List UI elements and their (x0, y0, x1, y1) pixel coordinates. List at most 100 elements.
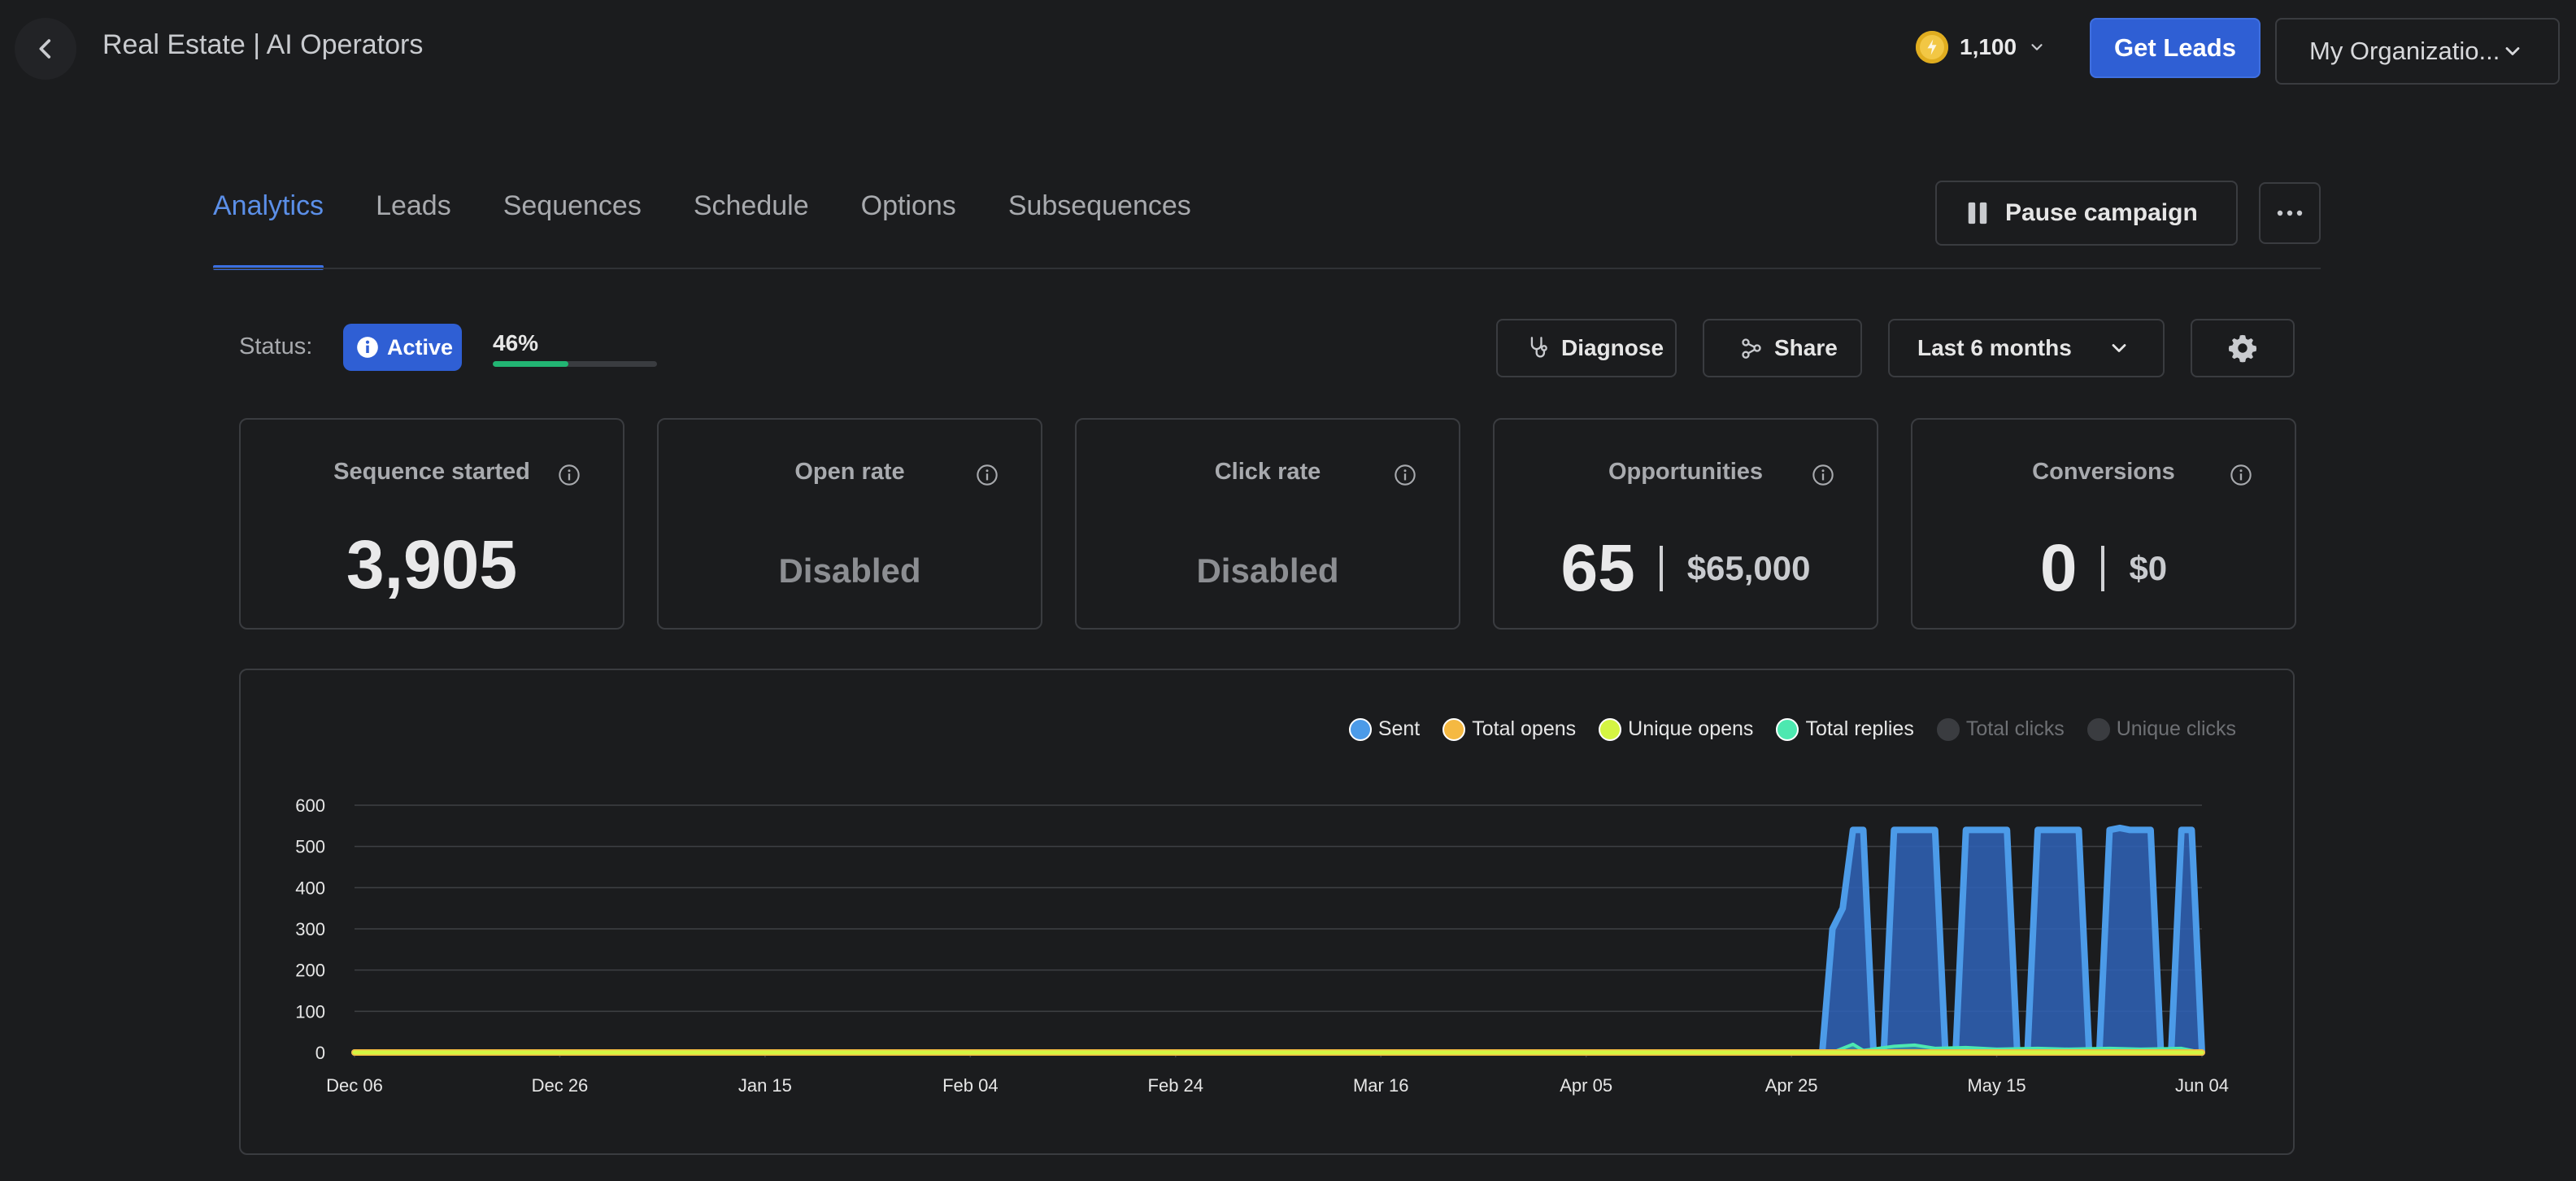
stat-card-value: 0 (2039, 531, 2078, 605)
y-tick-label: 0 (315, 1043, 325, 1063)
pause-campaign-label: Pause campaign (2005, 199, 2198, 226)
status-badge: Active (343, 324, 462, 371)
stat-card-money: $65,000 (1686, 549, 1811, 587)
top-bar: Real Estate | AI Operators 1,100 Get Lea… (0, 0, 2576, 94)
stat-card-open-rate: Open rate Disabled (657, 418, 1042, 630)
legend-item-total-clicks[interactable]: Total clicks (1936, 717, 2065, 741)
x-tick-label: Feb 04 (942, 1075, 999, 1096)
coin-icon (1916, 31, 1948, 63)
tab-options[interactable]: Options (860, 190, 956, 221)
x-tick-label: Jun 04 (2175, 1075, 2229, 1096)
legend-swatch (1599, 717, 1622, 741)
chevron-down-icon (2112, 344, 2126, 352)
x-tick-label: Jan 15 (738, 1075, 792, 1096)
info-icon[interactable] (1394, 464, 1416, 486)
gear-icon (2228, 334, 2257, 363)
legend-label: Unique opens (1628, 717, 1754, 740)
series-line-total-replies (353, 1042, 2204, 1054)
legend-swatch (1442, 717, 1466, 741)
info-icon[interactable] (558, 464, 581, 486)
legend-item-sent[interactable]: Sent (1348, 717, 1421, 741)
analytics-chart-panel: Sent Total opens Unique opens Total repl… (239, 669, 2295, 1155)
stat-card-title: Open rate (794, 459, 905, 485)
more-options-button[interactable] (2259, 182, 2321, 244)
y-tick-label: 100 (295, 1001, 325, 1022)
info-icon (357, 337, 378, 358)
status-label: Status: (239, 333, 313, 360)
x-tick-label: Dec 26 (532, 1075, 589, 1096)
tab-leads[interactable]: Leads (376, 190, 451, 221)
more-horizontal-icon (2277, 210, 2303, 216)
pause-campaign-button[interactable]: Pause campaign (1935, 181, 2238, 246)
legend-item-total-replies[interactable]: Total replies (1776, 717, 1914, 741)
share-icon (1742, 338, 1761, 359)
progress-bar (493, 361, 657, 367)
legend-swatch (1936, 717, 1960, 741)
stat-card-value: Disabled (1196, 551, 1339, 590)
y-tick-label: 500 (295, 837, 325, 857)
legend-label: Sent (1377, 717, 1421, 740)
info-icon[interactable] (976, 464, 999, 486)
chevron-down-icon (2505, 47, 2520, 55)
organization-select[interactable]: My Organizatio... (2275, 18, 2560, 85)
legend-item-unique-opens[interactable]: Unique opens (1599, 717, 1753, 741)
stat-card-sequence-started: Sequence started 3,905 (239, 418, 624, 630)
x-tick-label: Dec 06 (326, 1075, 383, 1096)
stat-card-title: Conversions (2032, 459, 2175, 485)
x-tick-label: May 15 (1967, 1075, 2026, 1096)
date-range-select[interactable]: Last 6 months (1888, 319, 2165, 377)
legend-item-total-opens[interactable]: Total opens (1442, 717, 1576, 741)
y-tick-label: 600 (295, 795, 325, 816)
share-label: Share (1774, 335, 1838, 360)
organization-label: My Organizatio... (2309, 37, 2500, 65)
legend-label: Total clicks (1965, 717, 2065, 740)
page-title: Real Estate | AI Operators (102, 29, 424, 60)
info-icon[interactable] (1812, 464, 1834, 486)
stat-card-click-rate: Click rate Disabled (1075, 418, 1460, 630)
date-range-label: Last 6 months (1917, 335, 2072, 360)
tab-analytics[interactable]: Analytics (213, 182, 324, 270)
stat-card-title: Opportunities (1608, 459, 1764, 485)
series-area-sent (355, 827, 2202, 1052)
settings-button[interactable] (2191, 319, 2295, 377)
stat-card-opportunities: Opportunities 65 $65,000 (1493, 418, 1878, 630)
x-tick-label: Feb 24 (1148, 1075, 1204, 1096)
stat-card-money: $0 (2129, 549, 2168, 587)
share-button[interactable]: Share (1703, 319, 1862, 377)
stat-card-title: Sequence started (333, 459, 530, 485)
get-leads-button[interactable]: Get Leads (2090, 18, 2261, 78)
back-button[interactable] (15, 18, 76, 80)
stethoscope-icon (1530, 337, 1547, 358)
legend-swatch (1776, 717, 1799, 741)
progress-percent: 46% (493, 330, 539, 355)
legend-label: Total opens (1472, 717, 1577, 740)
diagnose-label: Diagnose (1561, 335, 1664, 360)
stat-card-values: 0 $0 (1912, 530, 2295, 607)
pause-icon (1968, 202, 1987, 224)
tabs-divider (213, 268, 2321, 269)
analytics-chart[interactable]: 0 100 200 300 400 500 600 Dec 06 Dec 26 Jan 15 Feb… (241, 670, 2296, 1157)
tab-subsequences[interactable]: Subsequences (1007, 190, 1191, 221)
status-value: Active (387, 334, 454, 360)
value-separator (2101, 546, 2105, 591)
tab-schedule[interactable]: Schedule (693, 190, 809, 221)
legend-label: Unique clicks (2116, 717, 2236, 740)
legend-label: Total replies (1805, 717, 1914, 740)
chevron-left-icon (39, 39, 51, 59)
x-tick-label: Apr 25 (1765, 1075, 1818, 1096)
legend-swatch (1348, 717, 1372, 741)
credits-dropdown[interactable]: 1,100 (1916, 28, 2046, 67)
chart-legend: Sent Total opens Unique opens Total repl… (1348, 717, 2236, 741)
y-tick-label: 300 (295, 919, 325, 939)
campaign-tabs: Analytics Leads Sequences Schedule Optio… (213, 182, 1243, 270)
credits-value: 1,100 (1960, 34, 2017, 59)
stat-card-value: 3,905 (346, 526, 518, 603)
diagnose-button[interactable]: Diagnose (1496, 319, 1677, 377)
stat-card-values: 65 $65,000 (1495, 530, 1877, 607)
info-icon[interactable] (2230, 464, 2252, 486)
legend-item-unique-clicks[interactable]: Unique clicks (2086, 717, 2236, 741)
tab-sequences[interactable]: Sequences (503, 190, 642, 221)
stat-card-title: Click rate (1214, 459, 1321, 485)
x-tick-label: Apr 05 (1560, 1075, 1612, 1096)
y-tick-label: 200 (295, 961, 325, 981)
